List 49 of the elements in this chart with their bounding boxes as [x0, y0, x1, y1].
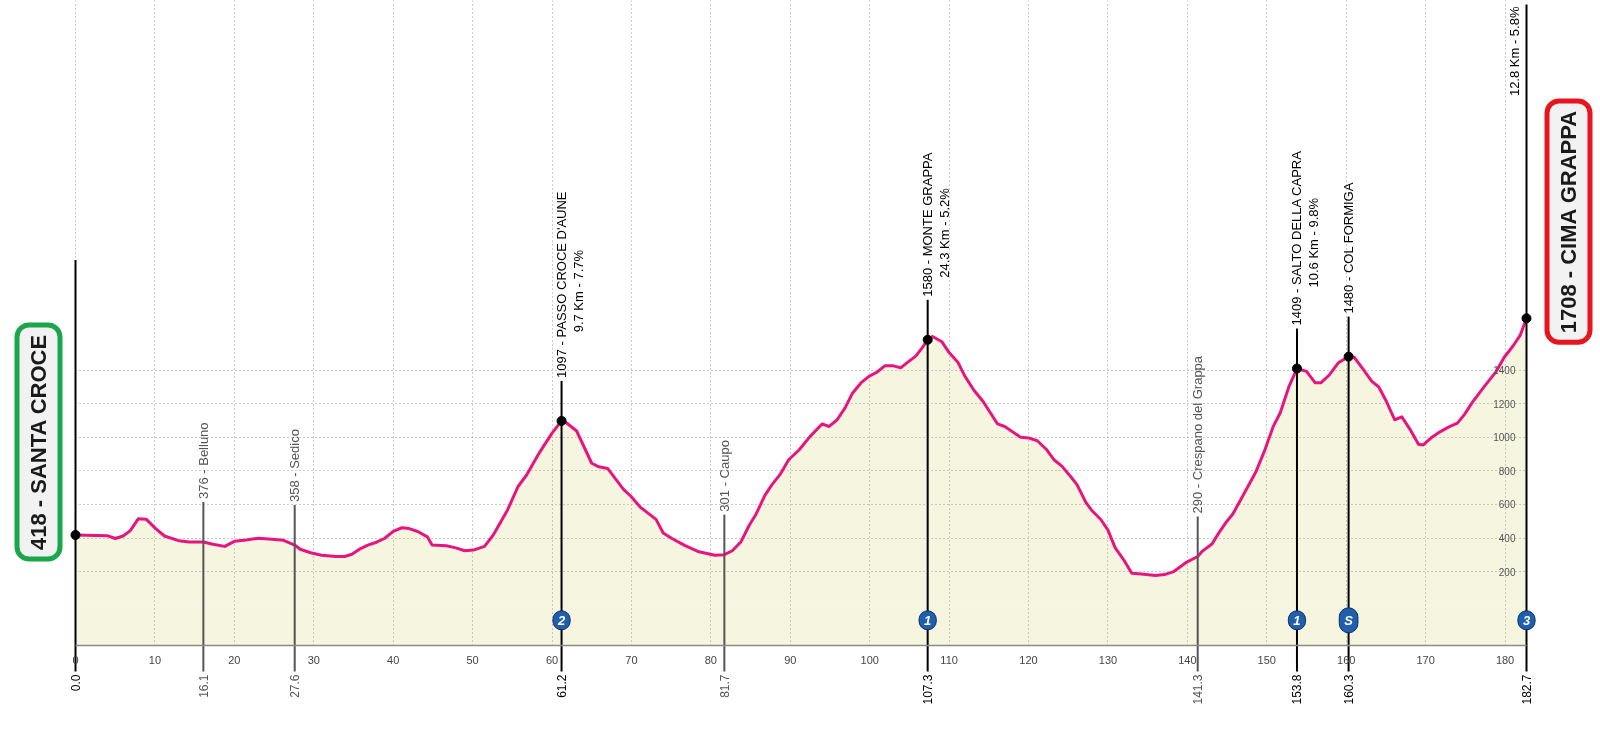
- annotation: 1097 - PASSO CROCE D'AUNE 9.7 Km - 7.7%: [554, 191, 587, 378]
- annotation: 418 - SANTA CROCE: [26, 334, 51, 550]
- y-tick-label: 1000: [1493, 432, 1516, 444]
- ref-line-label: 160.3: [1342, 674, 1357, 705]
- x-tick-label: 140: [1178, 653, 1197, 666]
- x-tick-label: 60: [545, 653, 559, 666]
- ref-line-label: 107.3: [921, 674, 936, 705]
- ref-line-label: 141.3: [1191, 674, 1206, 705]
- ref-line-label: 182.7: [1520, 674, 1534, 705]
- x-tick-label: 170: [1416, 653, 1435, 666]
- y-tick-label: 200: [1498, 566, 1516, 578]
- ref-line-label: 61.2: [555, 674, 570, 698]
- y-tick-label: 400: [1498, 533, 1516, 544]
- x-tick-label: 130: [1098, 653, 1118, 666]
- annotation: 376 - Belluno: [195, 422, 211, 500]
- annotation: 3: [1522, 612, 1531, 628]
- ref-line-label: 0.0: [69, 674, 83, 692]
- x-tick-label: 80: [704, 653, 717, 666]
- annotation: 1: [924, 612, 932, 628]
- x-tick-label: 10: [148, 653, 162, 666]
- annotation: 1409 - SALTO DELLA CAPRA 10.6 Km - 9.8%: [1289, 150, 1322, 326]
- x-tick-label: 20: [228, 653, 241, 666]
- annotation: S: [1344, 612, 1354, 628]
- annotation: 1: [1293, 612, 1301, 628]
- ref-line-label: 27.6: [288, 674, 303, 698]
- y-tick-label: 600: [1498, 499, 1516, 511]
- x-tick-label: 70: [625, 653, 638, 666]
- annotation: 301 - Caupo: [716, 440, 732, 512]
- annotation: 12.8 Km - 5.8%: [1507, 6, 1522, 97]
- x-tick-label: 110: [940, 653, 958, 666]
- annotation: 358 - Sedico: [287, 429, 303, 503]
- x-tick-label: 120: [1019, 653, 1038, 666]
- x-tick-label: 90: [784, 653, 797, 666]
- x-tick-label: 50: [466, 653, 479, 666]
- x-tick-label: 180: [1495, 653, 1515, 666]
- ref-line-label: 81.7: [717, 674, 732, 698]
- ref-line-label: 16.1: [196, 674, 211, 698]
- x-tick-label: 30: [307, 653, 320, 666]
- x-tick-label: 40: [387, 653, 400, 666]
- x-tick-label: 150: [1257, 653, 1276, 666]
- annotation: 1708 - CIMA GRAPPA: [1556, 110, 1581, 334]
- y-tick-label: 800: [1498, 465, 1516, 477]
- ref-line-label: 153.8: [1290, 674, 1305, 705]
- annotation: 2: [556, 612, 566, 628]
- annotation: 290 - Crespano del Grappa: [1190, 355, 1206, 514]
- y-tick-label: 1200: [1493, 398, 1516, 410]
- x-tick-label: 100: [860, 653, 879, 666]
- annotation: 1480 - COL FORMIGA: [1341, 182, 1357, 314]
- annotation: 1580 - MONTE GRAPPA 24.3 Km - 5.2%: [920, 152, 953, 297]
